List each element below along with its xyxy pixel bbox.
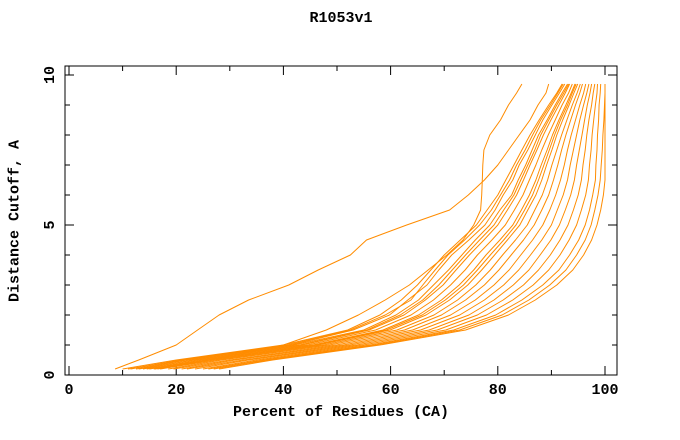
y-tick-label: 10: [42, 66, 59, 84]
series-line: [154, 83, 523, 370]
series-line: [149, 83, 576, 370]
x-tick-label: 60: [382, 382, 400, 399]
x-axis-label: Percent of Residues (CA): [232, 404, 450, 421]
x-tick-label: 100: [591, 382, 618, 399]
series-line: [168, 83, 583, 370]
series-line: [208, 83, 602, 370]
series-line: [181, 83, 590, 370]
series-line: [135, 83, 568, 370]
series-line: [142, 83, 570, 370]
series-line: [186, 83, 593, 370]
x-tick-label: 20: [167, 382, 185, 399]
chart-title: R1053v1: [309, 10, 373, 27]
series-line: [153, 83, 577, 370]
series-line: [122, 83, 563, 370]
series-line: [219, 84, 606, 370]
series-line: [202, 83, 598, 370]
x-tick-label: 40: [274, 382, 292, 399]
x-tick-label: 0: [64, 382, 73, 399]
series-line: [160, 83, 581, 370]
series-line: [127, 83, 566, 370]
plot-frame: [64, 65, 618, 376]
y-tick-label: 0: [42, 370, 59, 379]
series-line: [213, 84, 606, 370]
series-line: [146, 83, 573, 370]
series-line: [138, 83, 571, 370]
series-line: [173, 83, 587, 370]
x-tick-label: 80: [489, 382, 507, 399]
y-axis-label: Distance Cutoff, A: [6, 139, 24, 303]
series-line: [157, 83, 579, 370]
series-line: [194, 83, 596, 370]
series-line: [130, 83, 564, 370]
y-tick-label: 5: [42, 220, 59, 229]
series-line: [114, 83, 550, 370]
